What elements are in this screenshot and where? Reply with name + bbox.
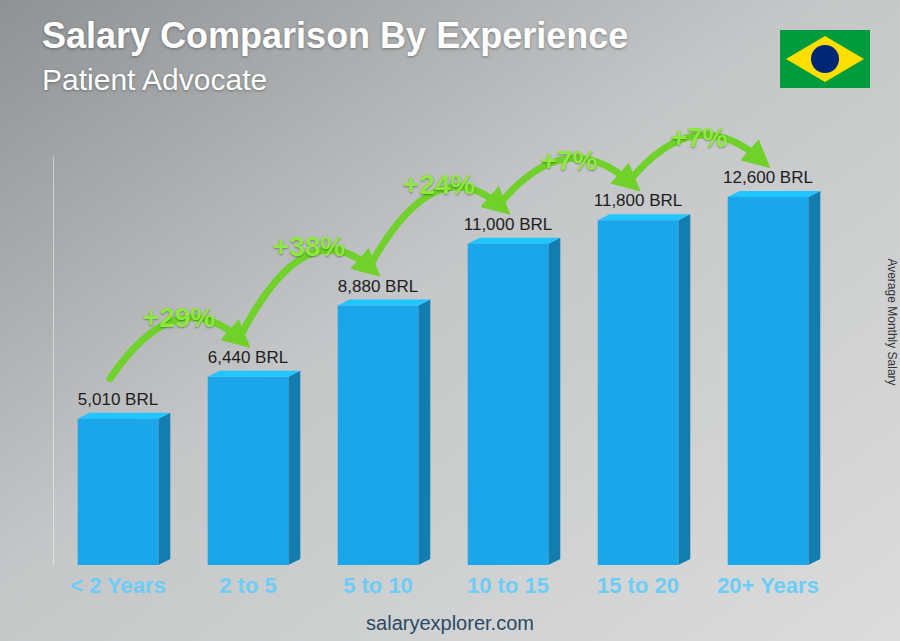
y-axis-title: Average Monthly Salary xyxy=(885,258,899,385)
bar xyxy=(208,377,289,565)
growth-label: +7% xyxy=(671,122,728,153)
bar xyxy=(468,244,549,565)
growth-label: +7% xyxy=(541,145,598,176)
bar-top xyxy=(468,238,561,244)
x-axis: < 2 Years 2 to 5 5 to 10 10 to 15 15 to 20 20… xyxy=(54,565,834,598)
bar xyxy=(338,306,419,565)
source: salaryexplorer.com xyxy=(366,612,534,634)
background xyxy=(0,0,900,641)
flag-diamond xyxy=(786,36,864,82)
bar-top xyxy=(78,413,171,419)
x-tick-label: 5 to 10 xyxy=(343,573,413,598)
bars xyxy=(78,191,821,565)
x-tick: 20+ Years xyxy=(717,565,819,598)
x-tick: < 2 Years xyxy=(70,565,166,598)
data-label: 11,000 BRL xyxy=(464,215,553,234)
growth-arrow xyxy=(240,250,370,337)
flag xyxy=(780,30,870,88)
growth-label: +24% xyxy=(403,169,475,200)
data-labels: 5,010 BRL 6,440 BRL 8,880 BRL 11,000 BRL 11,… xyxy=(78,168,813,409)
x-tick: 10 to 15 xyxy=(467,565,549,598)
subtitle: Patient Advocate xyxy=(42,63,267,96)
bar-top xyxy=(338,300,431,306)
y-axis xyxy=(53,157,54,566)
growth-label: +29% xyxy=(143,302,215,333)
bar-side xyxy=(808,191,820,565)
annotations: +29% +38% +24% +7% +7% xyxy=(110,122,760,379)
bar-top xyxy=(598,214,691,220)
data-label: 12,600 BRL xyxy=(723,168,813,187)
x-tick-label: < 2 Years xyxy=(70,573,166,598)
flag-field xyxy=(780,30,870,88)
x-tick-label: 15 to 20 xyxy=(597,573,679,598)
growth-label: +38% xyxy=(273,231,345,262)
data-label: 6,440 BRL xyxy=(208,348,288,367)
bar-side xyxy=(158,413,170,565)
x-tick-label: 2 to 5 xyxy=(219,573,276,598)
bar-side xyxy=(548,238,560,565)
bar-top xyxy=(208,371,301,377)
chart: Salary Comparison By Experience Patient A… xyxy=(0,0,900,641)
data-label: 8,880 BRL xyxy=(338,277,418,296)
bar xyxy=(728,197,809,565)
x-tick: 5 to 10 xyxy=(343,565,413,598)
flag-circle xyxy=(811,45,839,73)
bar xyxy=(598,220,679,565)
x-axis-line xyxy=(54,565,834,566)
x-tick: 15 to 20 xyxy=(597,565,679,598)
x-tick-label: 10 to 15 xyxy=(467,573,549,598)
bar-side xyxy=(418,300,430,565)
bar-top xyxy=(728,191,821,197)
data-label: 5,010 BRL xyxy=(78,390,158,409)
bar-side xyxy=(678,214,690,565)
bar-side xyxy=(288,371,300,565)
title: Salary Comparison By Experience xyxy=(42,15,628,56)
data-label: 11,800 BRL xyxy=(594,191,683,210)
x-tick-label: 20+ Years xyxy=(717,573,819,598)
x-tick: 2 to 5 xyxy=(219,565,276,598)
bar xyxy=(78,419,159,565)
y-axis-line xyxy=(53,157,54,566)
